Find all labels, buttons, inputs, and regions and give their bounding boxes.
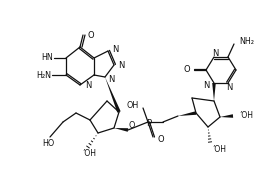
Text: H₂N: H₂N — [36, 71, 51, 81]
Text: N: N — [204, 81, 210, 90]
Text: NH₂: NH₂ — [239, 37, 254, 46]
Polygon shape — [178, 111, 196, 116]
Polygon shape — [220, 114, 233, 118]
Text: O: O — [129, 121, 135, 129]
Text: P: P — [146, 119, 152, 128]
Text: OH: OH — [127, 101, 139, 109]
Text: N: N — [112, 44, 118, 53]
Text: N: N — [108, 74, 114, 84]
Text: N: N — [226, 83, 232, 91]
Polygon shape — [105, 77, 121, 113]
Text: O: O — [183, 66, 190, 74]
Text: HO: HO — [42, 139, 54, 149]
Text: N: N — [118, 60, 124, 70]
Text: O: O — [157, 135, 164, 143]
Polygon shape — [212, 83, 216, 101]
Text: O: O — [88, 30, 95, 40]
Text: N: N — [85, 81, 91, 91]
Text: ’OH: ’OH — [82, 149, 96, 159]
Polygon shape — [114, 128, 128, 132]
Text: ’OH: ’OH — [212, 145, 226, 153]
Text: N: N — [212, 49, 218, 57]
Text: HN: HN — [41, 53, 53, 63]
Text: ’OH: ’OH — [239, 112, 253, 121]
